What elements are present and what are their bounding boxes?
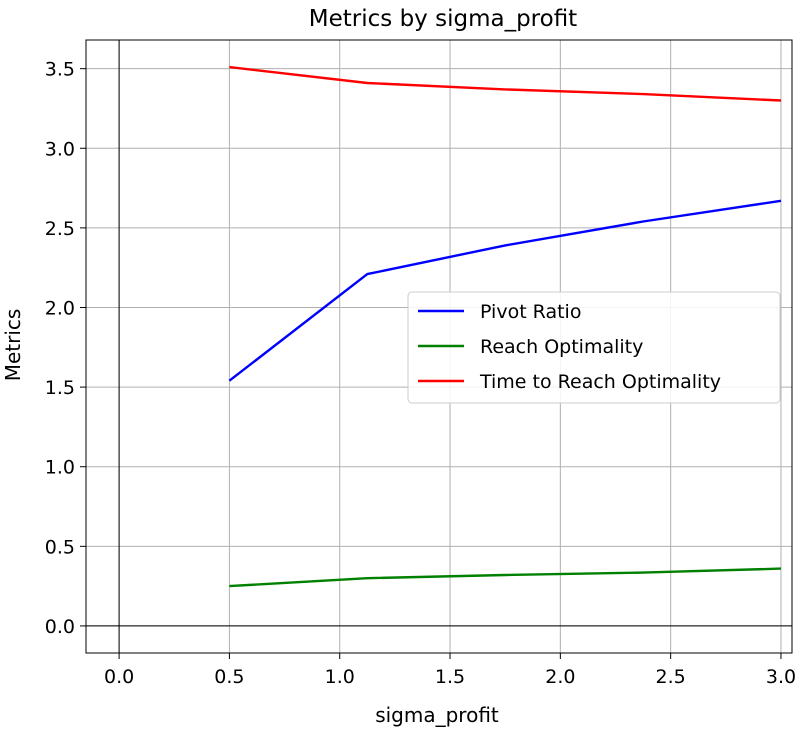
x-tick-label: 1.5 <box>435 666 465 688</box>
y-axis-label: Metrics <box>1 309 25 382</box>
x-tick-label: 1.0 <box>325 666 355 688</box>
series-layer <box>228 65 782 588</box>
legend: Pivot Ratio Reach Optimality Time to Reach… <box>407 291 781 404</box>
x-tick-label: 3.0 <box>766 666 796 688</box>
x-tick-label: 0.5 <box>214 666 244 688</box>
y-tick-label: 2.0 <box>45 297 75 319</box>
y-axis-ticks: 0.0 0.5 1.0 1.5 2.0 2.5 3.0 3.5 <box>45 59 86 638</box>
y-tick-label: 1.0 <box>45 457 75 479</box>
legend-box <box>407 291 781 404</box>
plot-frame <box>85 39 793 654</box>
legend-label: Reach Optimality <box>480 336 643 358</box>
x-tick-label: 0.0 <box>104 666 134 688</box>
x-axis-ticks: 0.0 0.5 1.0 1.5 2.0 2.5 3.0 <box>104 653 796 688</box>
series-line-2 <box>229 65 782 102</box>
y-tick-label: 3.5 <box>45 59 75 81</box>
y-tick-label: 2.5 <box>45 218 75 240</box>
y-tick-label: 0.0 <box>45 616 75 638</box>
legend-label: Time to Reach Optimality <box>479 371 721 393</box>
zero-lines <box>86 40 792 653</box>
series-line-1 <box>229 567 782 588</box>
legend-label: Pivot Ratio <box>480 301 581 323</box>
y-tick-label: 0.5 <box>45 536 75 558</box>
x-tick-label: 2.5 <box>656 666 686 688</box>
series-line-0 <box>228 199 782 382</box>
y-tick-label: 3.0 <box>45 138 75 160</box>
y-tick-label: 1.5 <box>45 377 75 399</box>
chart-title: Metrics by sigma_profit <box>309 6 577 32</box>
x-axis-label: sigma_profit <box>375 703 499 727</box>
x-tick-label: 2.0 <box>545 666 575 688</box>
